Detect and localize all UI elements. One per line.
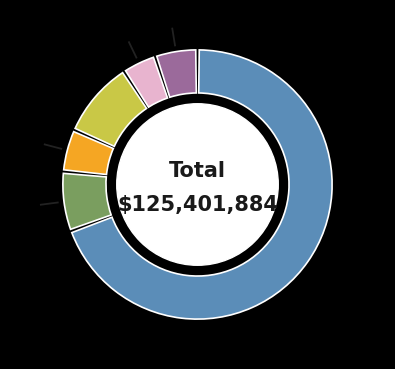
Wedge shape	[63, 173, 111, 229]
Wedge shape	[72, 50, 332, 319]
Wedge shape	[157, 50, 196, 97]
Text: $125,401,884: $125,401,884	[117, 195, 278, 215]
Circle shape	[117, 104, 278, 265]
Wedge shape	[75, 73, 147, 146]
Wedge shape	[126, 57, 167, 107]
Text: Total: Total	[169, 161, 226, 181]
Wedge shape	[64, 132, 113, 175]
